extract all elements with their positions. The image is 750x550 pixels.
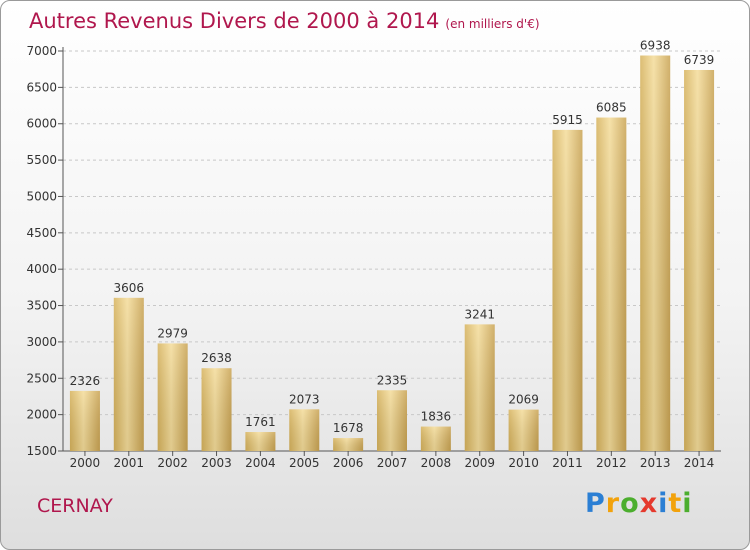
bar-shade	[333, 438, 364, 451]
bar-value-label: 2069	[508, 393, 539, 407]
bar-shade	[508, 409, 539, 451]
y-tick-label: 6500	[26, 80, 57, 94]
bar-value-label: 6739	[684, 53, 715, 67]
axes: 1500 2000 2500 3000 3500 4000 4500 5000 5500 6000…	[26, 44, 721, 470]
bar-shade	[377, 390, 407, 451]
y-tick-label: 2000	[26, 408, 57, 422]
x-tick-label: 2002	[157, 456, 188, 470]
bar-shade	[245, 432, 276, 451]
bar-value-label: 2073	[289, 392, 320, 406]
bar-value-label: 3606	[114, 281, 145, 295]
bar-value-label: 3241	[464, 307, 495, 321]
x-tick-label: 2013	[640, 456, 671, 470]
x-tick-label: 2012	[596, 456, 627, 470]
bar-shade	[552, 129, 583, 451]
x-tick-label: 2009	[464, 456, 495, 470]
x-tick-label: 2008	[421, 456, 452, 470]
logo-letter: i	[658, 488, 669, 519]
bar-shade	[289, 409, 320, 451]
bar-shade	[420, 426, 451, 451]
logo-letter: P	[585, 488, 606, 519]
logo-letter: t	[668, 488, 683, 519]
data-labels: 2326 3606 2979 2638 1761 2073 1678 2335 1836 3241…	[70, 39, 715, 436]
x-tick-label: 2003	[201, 456, 232, 470]
x-tick-label: 2005	[289, 456, 320, 470]
y-tick-label: 4500	[26, 226, 57, 240]
bar-shade	[640, 55, 671, 451]
bar-value-label: 2638	[201, 351, 232, 365]
bar-shade	[684, 69, 715, 452]
y-tick-label: 5500	[26, 153, 57, 167]
chart-title: Autres Revenus Divers de 2000 à 2014 (en …	[29, 9, 540, 33]
bar-shade	[464, 324, 495, 451]
logo-letter: i	[682, 488, 693, 519]
bar-value-label: 5915	[552, 113, 583, 127]
x-tick-label: 2010	[508, 456, 539, 470]
logo-letter: r	[605, 488, 621, 519]
y-tick-label: 2500	[26, 371, 57, 385]
y-tick-label: 3500	[26, 299, 57, 313]
bar-value-label: 1678	[333, 421, 364, 435]
bar-value-label: 1836	[421, 410, 452, 424]
x-tick-label: 2014	[684, 456, 715, 470]
x-tick-label: 2000	[70, 456, 101, 470]
chart-subtitle: (en milliers d'€)	[445, 17, 540, 31]
proxiti-logo: Proxiti	[585, 488, 693, 519]
bar-value-label: 6938	[640, 39, 671, 53]
bar-shade	[69, 390, 100, 451]
x-tick-label: 2007	[377, 456, 408, 470]
bar-shade	[157, 343, 188, 451]
bar-value-label: 1761	[245, 415, 276, 429]
y-tick-label: 1500	[26, 444, 57, 458]
bar-shade	[201, 368, 232, 451]
bar-value-label: 2335	[377, 373, 408, 387]
x-tick-label: 2004	[245, 456, 276, 470]
y-tick-label: 5000	[26, 189, 57, 203]
bars	[69, 55, 715, 452]
x-tick-label: 2001	[114, 456, 145, 470]
y-tick-label: 3000	[26, 335, 57, 349]
bar-value-label: 2979	[157, 326, 188, 340]
bar-shade	[113, 297, 144, 451]
bar-value-label: 2326	[70, 374, 101, 388]
city-name: CERNAY	[37, 495, 113, 517]
y-tick-label: 6000	[26, 117, 57, 131]
x-tick-label: 2011	[552, 456, 583, 470]
logo-letter: x	[639, 488, 659, 519]
bar-shade	[596, 117, 627, 451]
bar-value-label: 6085	[596, 101, 627, 115]
logo-letter: o	[620, 488, 640, 519]
y-tick-label: 7000	[26, 44, 57, 58]
x-tick-label: 2006	[333, 456, 364, 470]
y-tick-label: 4000	[26, 262, 57, 276]
